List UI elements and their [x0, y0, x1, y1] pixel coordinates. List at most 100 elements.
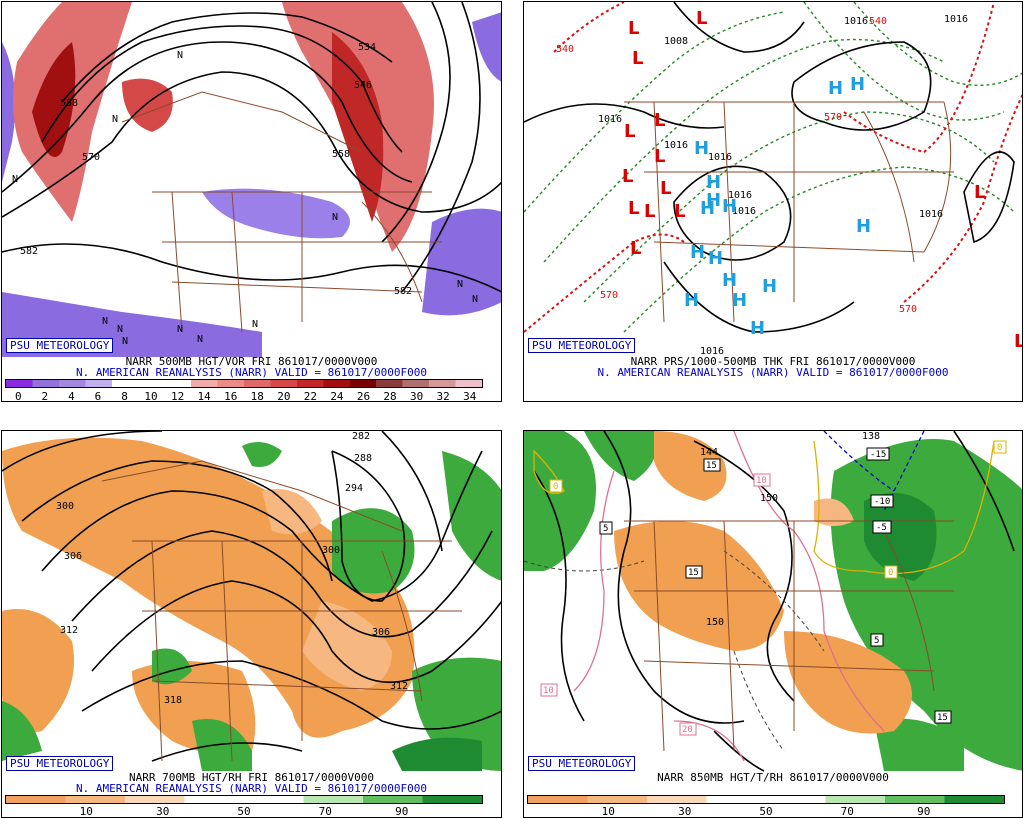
low-pressure-marker: L — [644, 201, 655, 222]
scale-tick-label: 32 — [436, 390, 450, 402]
vort-label: N — [332, 212, 338, 223]
vort-label: N — [117, 324, 123, 335]
contour-label: 312 — [60, 625, 78, 636]
high-pressure-marker: H — [750, 318, 765, 339]
temp-label: 0 — [997, 443, 1002, 453]
isobar-label: 1016 — [844, 16, 868, 27]
contour-label: 534 — [358, 42, 376, 53]
vort-positive-area — [13, 2, 132, 222]
contour-label: 570 — [82, 152, 100, 163]
contour-label: 294 — [345, 483, 363, 494]
temp-label: -5 — [876, 523, 887, 533]
rh-moist-area — [864, 493, 937, 581]
scale-tick-label: 26 — [356, 390, 371, 402]
map-caption-line1: NARR PRS/1000-500MB THK FRI 861017/0000V… — [630, 355, 916, 368]
scale-tick-label: 30 — [678, 805, 692, 818]
low-pressure-marker: L — [630, 238, 641, 259]
rh-moist-area — [584, 431, 657, 481]
scale-tick-label: 90 — [395, 805, 409, 818]
vort-positive-area — [32, 42, 76, 157]
isobar-label: 1016 — [708, 152, 732, 163]
scale-tick-label: 50 — [759, 805, 773, 818]
vort-label: N — [12, 174, 18, 185]
scale-tick-label: 14 — [197, 390, 211, 402]
psu-badge: PSU METEOROLOGY — [528, 756, 636, 771]
isobar-label: 1016 — [919, 209, 943, 220]
isobar-label: 1016 — [700, 346, 724, 357]
vort-label: N — [472, 294, 478, 305]
vort-negative-area — [422, 208, 501, 316]
rh-dry-area — [784, 631, 912, 734]
rh-moist-area — [332, 508, 415, 594]
thickness-label: 570 — [824, 112, 842, 123]
rh-moist-area — [524, 431, 596, 571]
high-pressure-marker: H — [762, 276, 777, 297]
map-caption-line1: NARR 700MB HGT/RH FRI 861017/0000V000 — [128, 771, 375, 784]
scale-tick-label: 8 — [121, 390, 128, 402]
contour-label: 282 — [352, 431, 370, 442]
low-pressure-marker: L — [628, 198, 639, 219]
scale-tick-label: 16 — [224, 390, 238, 402]
contour-label: 582 — [20, 246, 38, 257]
thickness-label: 570 — [899, 304, 917, 315]
vort-label: N — [177, 324, 183, 335]
temp-label: 10 — [543, 686, 554, 696]
contour-label: 300 — [56, 501, 74, 512]
map-caption-line2: N. AMERICAN REANALYSIS (NARR) VALID = 86… — [76, 782, 427, 795]
isobar-label: 1016 — [732, 206, 756, 217]
thickness-label: 570 — [600, 290, 618, 301]
contour-label: 306 — [372, 627, 390, 638]
rh-dry-area — [814, 498, 854, 526]
contour-label: 144 — [700, 447, 718, 458]
panel-700mb-rh: 282 288 294 300 300 306 312 312 318 306 … — [1, 430, 502, 818]
temp-label: 10 — [756, 476, 767, 486]
rh-dry-area — [614, 521, 784, 651]
rh-dry-area — [262, 489, 322, 535]
temp-label: 20 — [682, 725, 693, 735]
isobar-label: 1016 — [944, 14, 968, 25]
scale-tick-label: 50 — [237, 805, 251, 818]
scale-tick-label: 10 — [79, 805, 93, 818]
vort-positive-area — [122, 78, 173, 132]
map-850mb: 138 144 150 150 -15 -10 -5 0 5 5 10 10 1… — [524, 431, 1022, 772]
scale-tick-label: 6 — [94, 390, 102, 402]
scale-tick-label: 90 — [917, 805, 931, 818]
low-pressure-marker: L — [696, 8, 707, 29]
low-pressure-marker: L — [1014, 331, 1023, 352]
rh-moist-area — [442, 451, 501, 581]
psu-badge: PSU METEOROLOGY — [6, 338, 114, 353]
low-pressure-marker: L — [622, 166, 633, 187]
high-pressure-marker: H — [722, 196, 737, 217]
contour-label: 150 — [760, 493, 778, 504]
low-pressure-marker: L — [660, 178, 671, 199]
scale-tick-label: 70 — [318, 805, 332, 818]
contour-label: 582 — [394, 286, 412, 297]
vort-label: N — [197, 334, 203, 345]
high-pressure-marker: H — [700, 198, 715, 219]
low-pressure-marker: L — [654, 110, 665, 131]
psu-badge: PSU METEOROLOGY — [6, 756, 114, 771]
contour-label: 300 — [322, 545, 340, 556]
temp-label: 15 — [706, 461, 717, 471]
vort-negative-area — [472, 12, 501, 82]
color-scale-bar — [5, 379, 483, 388]
contour-label: 312 — [390, 681, 408, 692]
scale-tick-label: 34 — [463, 390, 477, 402]
scale-tick-label: 30 — [156, 805, 170, 818]
rh-moist-area — [242, 442, 282, 467]
vort-negative-area — [2, 42, 16, 182]
contour-label: 150 — [706, 617, 724, 628]
scale-tick-label: 30 — [409, 390, 424, 402]
isobar-label: 1016 — [728, 190, 752, 201]
vort-label: N — [122, 336, 128, 347]
high-pressure-marker: H — [694, 138, 709, 159]
rh-moist-area — [192, 719, 252, 771]
scale-tick-label: 4 — [68, 390, 75, 402]
temp-label: 0 — [888, 568, 893, 578]
isobar-label: 1016 — [598, 114, 622, 125]
rh-moist-area — [2, 701, 42, 761]
temp-label: -10 — [874, 497, 890, 507]
panel-500mb-vorticity: 582 558 570 546 558 534 582 N N N N N N … — [1, 1, 502, 402]
contour-label: 318 — [164, 695, 182, 706]
rh-moist-area — [152, 648, 192, 685]
